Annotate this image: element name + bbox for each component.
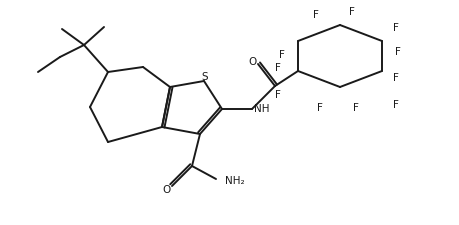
Text: S: S: [201, 72, 208, 82]
Text: F: F: [313, 10, 318, 20]
Text: F: F: [353, 103, 358, 112]
Text: F: F: [392, 23, 398, 33]
Text: F: F: [274, 63, 280, 73]
Text: NH: NH: [253, 104, 269, 113]
Text: F: F: [274, 90, 280, 99]
Text: F: F: [394, 47, 400, 57]
Text: F: F: [392, 73, 398, 83]
Text: O: O: [162, 184, 171, 194]
Text: F: F: [392, 99, 398, 110]
Text: NH₂: NH₂: [224, 175, 244, 185]
Text: F: F: [348, 7, 354, 17]
Text: F: F: [279, 50, 284, 60]
Text: O: O: [248, 57, 257, 67]
Text: F: F: [316, 103, 322, 112]
